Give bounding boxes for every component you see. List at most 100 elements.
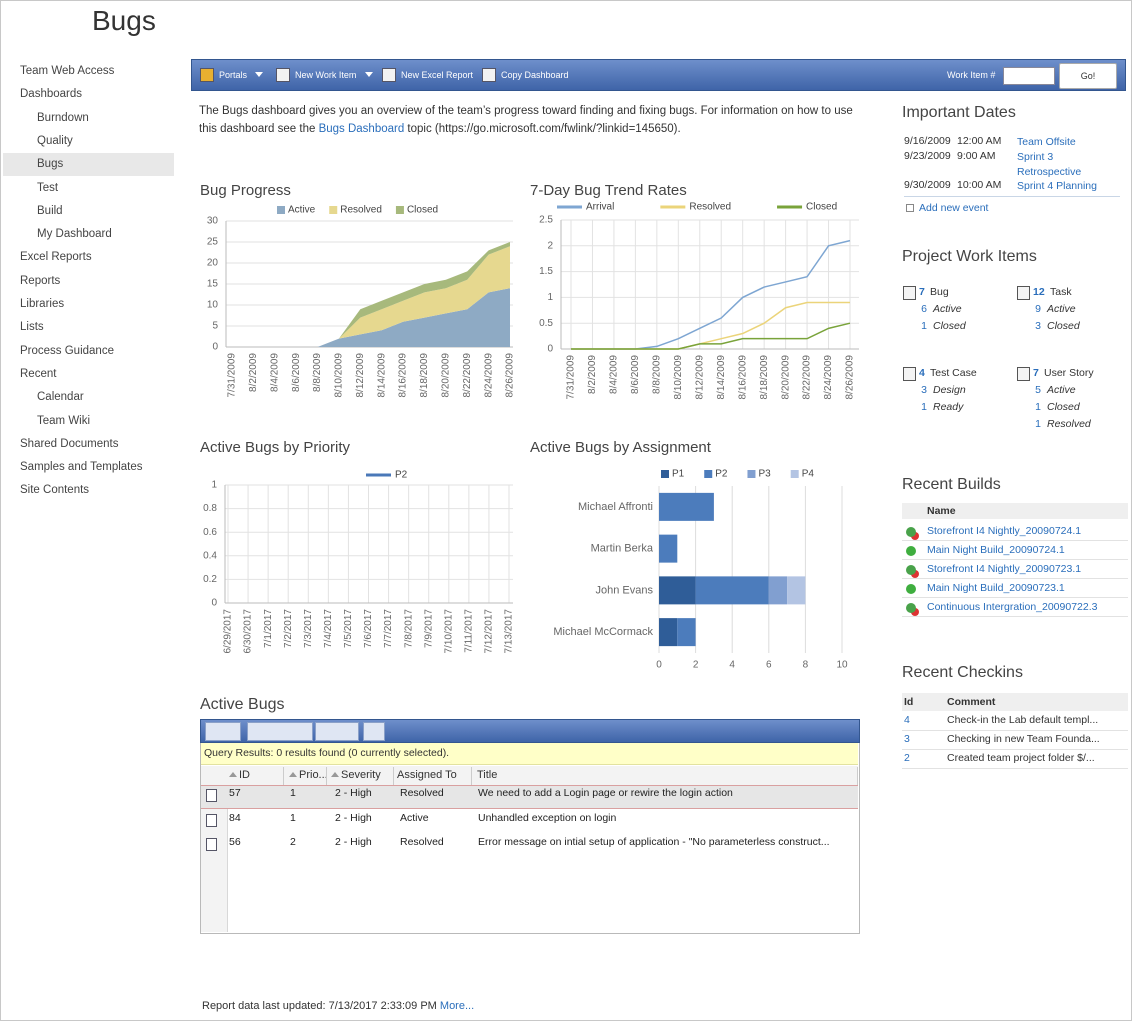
- divider: [904, 196, 1120, 197]
- state-count[interactable]: 1: [921, 320, 927, 332]
- column-header[interactable]: ID: [239, 769, 250, 781]
- cell[interactable]: 84: [229, 811, 241, 824]
- work-item-count[interactable]: 4: [919, 367, 925, 379]
- state-count[interactable]: 1: [1035, 401, 1041, 413]
- work-item-count[interactable]: 12: [1033, 286, 1045, 298]
- grid-tool[interactable]: [205, 722, 241, 741]
- bar: [659, 618, 678, 647]
- cell[interactable]: Error message on intial setup of applica…: [478, 836, 830, 848]
- work-item-label: Work Item #: [947, 70, 996, 80]
- grid-tool[interactable]: [315, 722, 359, 741]
- state-count[interactable]: 6: [921, 303, 927, 315]
- state-count[interactable]: 3: [1035, 320, 1041, 332]
- column-header[interactable]: Assigned To: [397, 769, 457, 781]
- state-count[interactable]: 5: [1035, 384, 1041, 396]
- legend-swatch: [277, 206, 285, 214]
- x-tick-label: 8/8/2009: [651, 355, 662, 394]
- work-item-input[interactable]: [1003, 67, 1055, 85]
- cell[interactable]: Resolved: [400, 836, 444, 848]
- state-count[interactable]: 9: [1035, 303, 1041, 315]
- footer-link[interactable]: More...: [439, 1000, 475, 1012]
- toolbar-button[interactable]: New Excel Report: [401, 70, 474, 80]
- legend-label: P2: [715, 469, 728, 480]
- build-name[interactable]: Storefront I4 Nightly_20090723.1: [927, 563, 1082, 575]
- y-tick-label: 0.6: [203, 527, 217, 538]
- state-count[interactable]: 1: [1035, 418, 1041, 430]
- cell[interactable]: 2: [290, 836, 296, 848]
- nav-item[interactable]: Process Guidance: [20, 344, 114, 357]
- nav-subitem[interactable]: Calendar: [37, 391, 84, 404]
- nav-item[interactable]: Samples and Templates: [20, 461, 143, 474]
- nav-subitem[interactable]: Quality: [37, 134, 73, 147]
- dropdown-arrow[interactable]: [365, 72, 373, 77]
- state-count[interactable]: 3: [921, 384, 927, 396]
- nav-subitem[interactable]: Team Wiki: [37, 414, 91, 427]
- intro-link[interactable]: Bugs Dashboard: [318, 123, 405, 135]
- row-icon[interactable]: [206, 813, 217, 827]
- grid-tool[interactable]: [247, 722, 313, 741]
- toolbar: [191, 59, 1126, 91]
- bar: [677, 618, 696, 647]
- row-icon[interactable]: [206, 789, 217, 802]
- state-count[interactable]: 1: [921, 401, 927, 413]
- cell[interactable]: We need to add a Login page or rewire th…: [478, 787, 733, 799]
- build-name[interactable]: Storefront I4 Nightly_20090724.1: [927, 525, 1082, 537]
- x-tick-label: 8/10/2009: [334, 353, 345, 398]
- x-tick-label: 7/5/2017: [343, 609, 354, 648]
- nav-item[interactable]: Recent: [20, 367, 57, 380]
- work-item-count[interactable]: 7: [1033, 367, 1039, 379]
- toolbar-button[interactable]: New Work Item: [295, 70, 357, 80]
- add-event[interactable]: Add new event: [919, 202, 989, 214]
- checkin-id[interactable]: 3: [904, 733, 910, 745]
- cell[interactable]: 1: [290, 787, 296, 799]
- nav-subitem[interactable]: My Dashboard: [37, 228, 112, 241]
- cell[interactable]: 2 - High: [335, 836, 372, 848]
- nav-item[interactable]: Lists: [20, 321, 44, 334]
- x-tick-label: 7/2/2017: [283, 609, 294, 648]
- x-tick-label: 7/1/2017: [263, 609, 274, 648]
- go-button[interactable]: Go!: [1059, 63, 1117, 89]
- cell[interactable]: Unhandled exception on login: [478, 811, 617, 824]
- cell[interactable]: 56: [229, 836, 241, 848]
- checkin-id[interactable]: 2: [904, 752, 910, 764]
- chart-title: Bug Progress: [200, 182, 291, 199]
- nav-item[interactable]: Site Contents: [20, 484, 90, 497]
- cell[interactable]: 2 - High: [335, 787, 372, 799]
- row-icon[interactable]: [206, 838, 217, 851]
- cell[interactable]: 1: [290, 811, 296, 824]
- state-name: Ready: [933, 401, 964, 413]
- toolbar-button[interactable]: Portals: [219, 70, 248, 80]
- build-name[interactable]: Continuous Intergration_20090722.3: [927, 601, 1098, 613]
- nav-item[interactable]: Libraries: [20, 298, 65, 310]
- state-name: Active: [1047, 384, 1076, 396]
- x-tick-label: 8/8/2009: [312, 353, 323, 392]
- event-name[interactable]: Sprint 4 Planning: [1017, 180, 1097, 192]
- nav-subitem[interactable]: Bugs: [37, 158, 64, 171]
- build-name[interactable]: Main Night Build_20090723.1: [927, 582, 1065, 594]
- nav-subitem[interactable]: Build: [37, 204, 63, 217]
- event-name[interactable]: Sprint 3 Retrospective: [1017, 151, 1082, 178]
- x-tick-label: 8/2/2009: [587, 355, 598, 394]
- nav-item[interactable]: Team Web Access: [20, 65, 115, 77]
- build-name[interactable]: Main Night Build_20090724.1: [927, 544, 1065, 556]
- cell[interactable]: 57: [229, 787, 241, 799]
- toolbar-button[interactable]: Copy Dashboard: [501, 70, 569, 80]
- nav-item[interactable]: Reports: [20, 274, 61, 287]
- cell[interactable]: Active: [400, 811, 429, 824]
- column-header[interactable]: Title: [477, 769, 498, 781]
- nav-item[interactable]: Excel Reports: [20, 251, 92, 264]
- nav-subitem[interactable]: Test: [37, 181, 59, 194]
- nav-item[interactable]: Shared Documents: [20, 437, 119, 450]
- column-header[interactable]: Prio...: [299, 769, 328, 781]
- nav-subitem[interactable]: Burndown: [37, 111, 89, 124]
- checkin-id[interactable]: 4: [904, 714, 910, 726]
- cell[interactable]: Resolved: [400, 787, 444, 799]
- column-header[interactable]: Severity: [341, 769, 381, 781]
- event-name[interactable]: Team Offsite: [1017, 136, 1076, 148]
- dropdown-arrow[interactable]: [255, 72, 263, 77]
- cell[interactable]: 2 - High: [335, 811, 372, 824]
- nav-item[interactable]: Dashboards: [20, 88, 83, 101]
- grid-tool[interactable]: [363, 722, 385, 741]
- work-item-count[interactable]: 7: [919, 286, 925, 298]
- section-title: Recent Checkins: [902, 664, 1023, 681]
